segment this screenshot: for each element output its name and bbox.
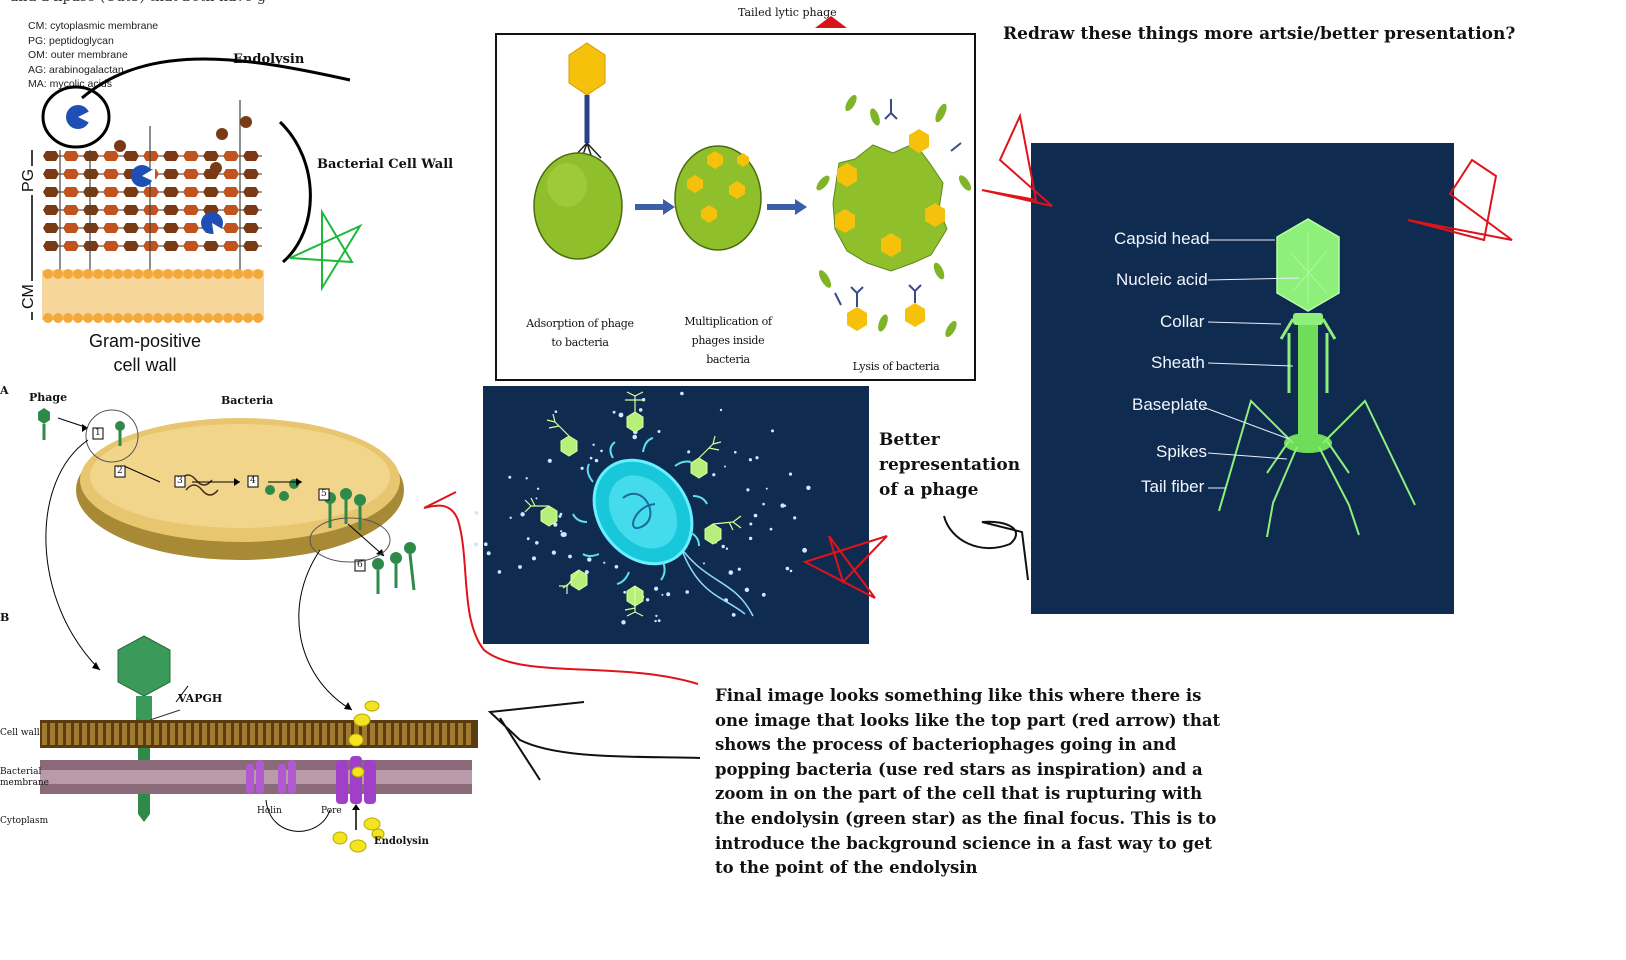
lytic-cycle-diagram bbox=[533, 42, 972, 338]
final-line-5: zoom in on the part of the cell that is … bbox=[715, 784, 1203, 804]
better-rep-line1: Better bbox=[879, 430, 940, 450]
phage-anatomy-panel bbox=[1031, 143, 1454, 614]
final-line-1: Final image looks something like this wh… bbox=[715, 686, 1202, 705]
better-rep-line2: representation bbox=[879, 455, 1021, 475]
final-line-4: popping bacteria (use red stars as inspi… bbox=[715, 759, 1203, 779]
step-6: 6 bbox=[357, 560, 363, 570]
step1-line2: to bacteria bbox=[551, 336, 609, 349]
black-arrow-annotation-1 bbox=[943, 515, 1029, 581]
label-bacteria: Bacteria bbox=[221, 394, 274, 407]
final-line-3: shows the process of bacteriophages goin… bbox=[715, 735, 1177, 755]
label-endolysin-b: Endolysin bbox=[374, 836, 429, 847]
final-line-2: one image that looks like the top part (… bbox=[715, 710, 1221, 730]
better-representation-note: Better representation of a phage bbox=[879, 428, 1020, 503]
label-b: B bbox=[0, 611, 10, 624]
bacterial-word: Bacterial bbox=[0, 767, 42, 777]
header-red-triangle bbox=[815, 16, 847, 28]
peptidoglycan-grid bbox=[43, 100, 262, 270]
redraw-instruction: Redraw these things more artsie/better p… bbox=[1003, 24, 1516, 44]
final-line-8: to the point of the endolysin bbox=[715, 858, 978, 878]
wall-legend: CM: cytoplasmic membrane PG: peptidoglyc… bbox=[28, 19, 158, 92]
step1-line1: Adsorption of phage bbox=[526, 317, 634, 330]
step-2: 2 bbox=[117, 466, 123, 476]
label-a: A bbox=[0, 384, 9, 397]
label-vapgh: VAPGH bbox=[178, 692, 223, 705]
better-rep-line3: of a phage bbox=[879, 480, 979, 500]
bacterium-art-diagram bbox=[473, 391, 888, 625]
legend-pg: PG: peptidoglycan bbox=[28, 34, 114, 47]
infection-diagram bbox=[38, 408, 478, 853]
red-star-annotation-lower bbox=[802, 535, 888, 599]
gram-positive-wall-diagram bbox=[31, 57, 363, 323]
black-arrow-annotation-2 bbox=[487, 701, 701, 781]
caption-line2: cell wall bbox=[113, 355, 177, 375]
label-cell-wall: Cell wall bbox=[0, 728, 40, 738]
label-collar: Collar bbox=[1160, 312, 1205, 331]
red-arrow-annotation bbox=[423, 491, 699, 685]
label-sheath: Sheath bbox=[1151, 353, 1205, 372]
label-tail-fiber: Tail fiber bbox=[1141, 477, 1205, 496]
legend-ag: AG: arabinogalactan bbox=[28, 63, 124, 76]
label-spikes: Spikes bbox=[1156, 442, 1208, 461]
step-1: 1 bbox=[95, 428, 101, 438]
legend-ma: MA: mycolic acids bbox=[28, 78, 113, 90]
green-star-annotation bbox=[289, 208, 363, 292]
label-phage: Phage bbox=[29, 391, 68, 404]
membrane-word: membrane bbox=[0, 778, 49, 788]
legend-cm: CM: cytoplasmic membrane bbox=[28, 20, 159, 32]
label-bacterial-membrane: Bacterial membrane bbox=[0, 767, 49, 789]
phage-anatomy-diagram bbox=[1202, 218, 1416, 538]
final-image-instructions: Final image looks something like this wh… bbox=[715, 684, 1220, 881]
step2-line3: bacteria bbox=[706, 353, 750, 366]
final-line-7: introduce the background science in a fa… bbox=[715, 833, 1213, 853]
bacterial-cell-wall-label: Bacterial Cell Wall bbox=[317, 157, 454, 172]
lytic-step2-caption: Multiplication of phages inside bacteria bbox=[672, 312, 784, 369]
step-3: 3 bbox=[177, 476, 183, 486]
step2-line1: Multiplication of bbox=[684, 315, 772, 328]
red-star-annotation-right bbox=[1407, 158, 1513, 242]
red-star-annotation-mid bbox=[981, 112, 1053, 207]
lytic-step3-caption: Lysis of bacteria bbox=[852, 360, 940, 373]
caption-line1: Gram-positive bbox=[88, 331, 202, 351]
step-5: 5 bbox=[321, 489, 327, 499]
label-pore: Pore bbox=[321, 806, 342, 816]
label-cytoplasm: Cytoplasm bbox=[0, 816, 49, 826]
cytoplasmic-membrane bbox=[42, 269, 264, 323]
label-nucleic-acid: Nucleic acid bbox=[1116, 270, 1208, 289]
step2-line2: phages inside bbox=[691, 334, 765, 347]
gram-positive-caption: Gram-positive cell wall bbox=[70, 329, 220, 377]
lytic-panel-header: Tailed lytic phage bbox=[738, 6, 837, 19]
label-baseplate: Baseplate bbox=[1132, 395, 1208, 414]
legend-om: OM: outer membrane bbox=[28, 49, 128, 61]
final-line-6: the endolysin (green star) as the final … bbox=[715, 808, 1217, 828]
top-cut-text: and a lipase (Cut5) that both have g bbox=[10, 0, 266, 5]
lytic-step1-caption: Adsorption of phage to bacteria bbox=[520, 314, 640, 352]
label-capsid-head: Capsid head bbox=[1114, 229, 1210, 248]
step-4: 4 bbox=[250, 476, 256, 486]
label-holin: Holin bbox=[257, 806, 282, 816]
